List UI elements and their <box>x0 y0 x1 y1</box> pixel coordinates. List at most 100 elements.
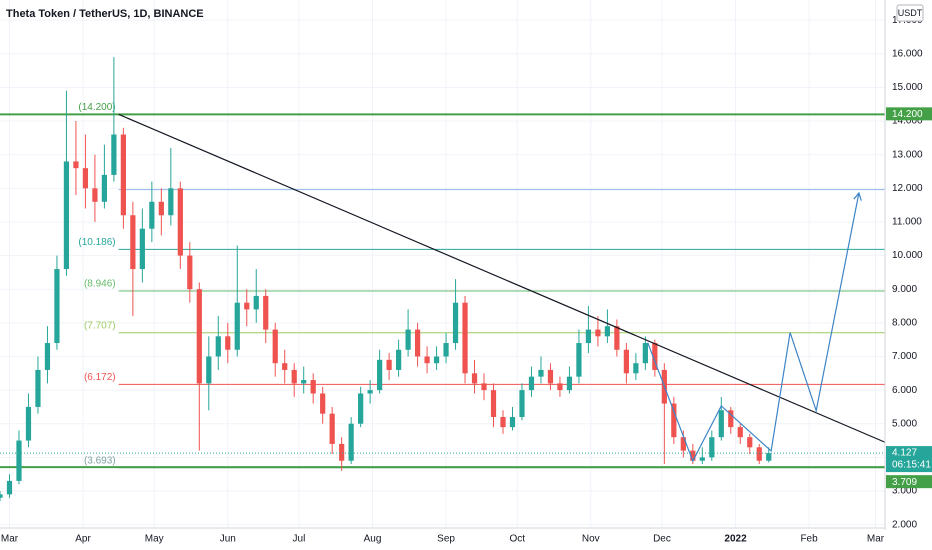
candle-body <box>149 201 155 229</box>
candle-body <box>680 437 686 451</box>
candle-body <box>377 359 383 391</box>
candle-body <box>766 453 772 461</box>
level-label: (10.186) <box>78 237 115 248</box>
chart-title: Theta Token / TetherUS, 1D, BINANCE <box>6 8 204 20</box>
candle-body <box>519 390 525 418</box>
candle-body <box>196 289 202 384</box>
candle-body <box>6 480 13 495</box>
candle-body <box>538 369 544 377</box>
x-tick-label: Feb <box>800 534 818 545</box>
candle-body <box>614 326 620 350</box>
candle-body <box>386 359 392 370</box>
candle-body <box>253 295 259 310</box>
candle-body <box>44 343 51 370</box>
candle-body <box>35 369 41 407</box>
candle-body <box>54 269 60 344</box>
candle-body <box>443 343 449 357</box>
level-label: (3.693) <box>84 455 116 466</box>
candle-body <box>187 255 193 290</box>
candle-body <box>576 343 582 377</box>
candle-body <box>358 393 364 424</box>
y-tick-label: 6.000 <box>892 385 917 396</box>
y-tick-label: 11.000 <box>892 217 922 228</box>
x-tick-label: Jul <box>293 534 306 545</box>
candle-body <box>405 329 411 350</box>
price-tag <box>886 107 932 121</box>
candle-body <box>0 494 3 498</box>
y-tick-label: 3.000 <box>892 486 917 497</box>
y-tick-label: 5.000 <box>892 418 917 429</box>
candle-body <box>329 413 335 444</box>
candle-body <box>339 443 345 461</box>
candle-body <box>25 406 32 441</box>
candle-body <box>490 390 497 418</box>
candle-body <box>73 161 79 169</box>
x-tick-label: Oct <box>509 534 525 545</box>
y-tick-label: 10.000 <box>892 250 923 261</box>
price-tag-countdown: 06:15:41 <box>892 460 931 471</box>
candle-body <box>728 410 734 428</box>
candle-body <box>92 188 98 202</box>
candle-body <box>177 188 183 256</box>
x-tick-label: May <box>145 534 164 545</box>
candle-body <box>452 302 459 344</box>
y-tick-label: 9.000 <box>892 284 917 295</box>
candle-body <box>509 417 516 428</box>
currency-box[interactable] <box>896 4 924 22</box>
x-tick-label: Aug <box>364 534 382 545</box>
candle-body <box>244 302 250 310</box>
candle-body <box>462 302 468 374</box>
candle-body <box>547 369 554 384</box>
candle-body <box>272 329 278 364</box>
y-tick-label: 2.000 <box>892 519 917 530</box>
y-tick-label: 16.000 <box>892 48 923 59</box>
price-tag-label: 14.200 <box>892 109 923 120</box>
x-tick-label: Sep <box>437 534 455 545</box>
candle-body <box>595 329 601 337</box>
x-tick-label: Mar <box>867 534 885 545</box>
candle-body <box>139 228 145 270</box>
candle-body <box>130 215 136 270</box>
level-label: (8.946) <box>84 279 116 290</box>
x-tick-label: Apr <box>75 534 91 545</box>
candle-body <box>111 134 117 175</box>
candle-body <box>282 363 288 370</box>
trend-line <box>118 113 886 443</box>
x-tick-label: 2022 <box>724 534 747 545</box>
candle-body <box>756 447 762 461</box>
candle-body <box>557 383 563 391</box>
candle-body <box>471 373 478 384</box>
candle-body <box>623 349 629 374</box>
candle-body <box>652 343 658 370</box>
candle-body <box>395 349 402 370</box>
candle-body <box>234 302 240 350</box>
candle-body <box>16 440 22 481</box>
candle-body <box>215 336 221 357</box>
candle-body <box>120 134 126 216</box>
candle-body <box>737 427 743 438</box>
x-tick-label: Dec <box>653 534 671 545</box>
y-tick-label: 13.000 <box>892 149 923 160</box>
candle-body <box>709 437 715 458</box>
projection-arrowhead <box>853 191 862 201</box>
candle-body <box>699 457 705 461</box>
candle-body <box>718 410 724 438</box>
currency-label[interactable]: USDT <box>898 8 923 18</box>
y-tick-label: 7.000 <box>892 351 917 362</box>
candle-body <box>414 329 421 357</box>
candle-body <box>481 383 487 391</box>
candle-body <box>225 336 231 350</box>
candle-body <box>671 403 677 438</box>
candle-body <box>566 376 573 391</box>
candle-body <box>690 450 696 461</box>
y-tick-label: 12.000 <box>892 183 923 194</box>
x-tick-label: Nov <box>582 534 600 545</box>
y-tick-label: 14.000 <box>892 116 923 127</box>
price-tag-label: 3.709 <box>892 477 917 488</box>
price-tag <box>886 446 932 473</box>
level-label: (14.200) <box>78 102 115 113</box>
candle-body <box>320 393 326 414</box>
candle-body <box>101 174 108 202</box>
